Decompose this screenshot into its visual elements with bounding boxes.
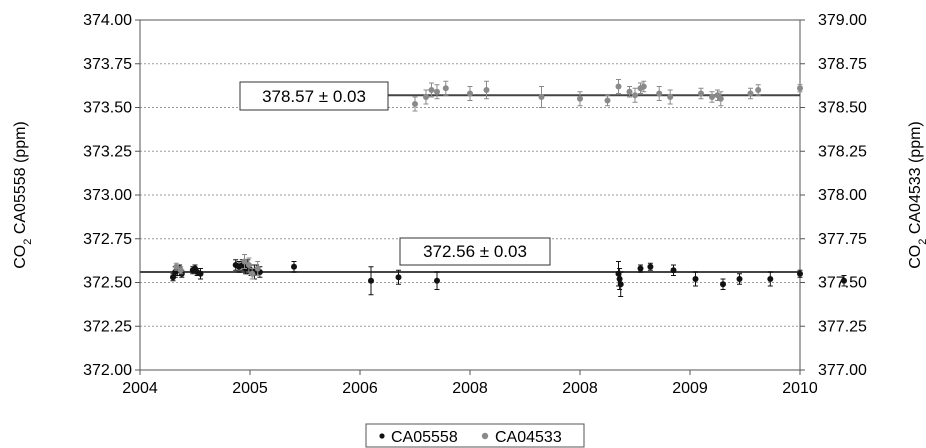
y-left-tick-label: 373.50 xyxy=(83,100,132,117)
data-point xyxy=(747,90,754,97)
data-point xyxy=(173,263,180,270)
data-point xyxy=(245,262,252,268)
data-point xyxy=(538,94,545,100)
data-point xyxy=(442,85,449,92)
x-tick-label: 2010 xyxy=(782,380,818,397)
legend-label-ca05558: CA05558 xyxy=(391,429,458,446)
legend-box xyxy=(365,423,585,448)
y-right-tick-label: 378.00 xyxy=(818,187,867,204)
data-point xyxy=(767,276,774,282)
x-tick-label: 2005 xyxy=(232,380,268,397)
y-axis-right-ticks: 377.00377.25377.50377.75378.00378.25378.… xyxy=(800,12,867,379)
y-axis-left-label: CO2 CA05558 (ppm) xyxy=(12,121,34,269)
data-point xyxy=(368,277,374,284)
y-right-tick-label: 378.75 xyxy=(818,56,867,73)
data-point xyxy=(626,88,633,95)
y-left-tick-label: 372.75 xyxy=(83,231,132,248)
data-point xyxy=(797,85,803,92)
x-tick-label: 2008 xyxy=(562,380,598,397)
data-point xyxy=(632,92,638,99)
data-point xyxy=(656,90,663,97)
data-point xyxy=(467,90,473,97)
data-point xyxy=(709,94,715,100)
data-point xyxy=(412,101,418,107)
data-point xyxy=(291,263,297,270)
x-tick-label: 2008 xyxy=(452,380,488,397)
data-point xyxy=(698,90,704,97)
data-point xyxy=(617,281,624,288)
y-right-tick-label: 378.50 xyxy=(818,100,867,117)
data-point xyxy=(692,276,699,282)
legend-marker-ca04533 xyxy=(481,432,489,440)
data-point xyxy=(717,95,724,102)
y-right-tick-label: 379.00 xyxy=(818,12,867,29)
x-tick-label: 2009 xyxy=(672,380,708,397)
annotation-lower-text: 372.56 ± 0.03 xyxy=(423,242,527,261)
legend-marker-ca05558 xyxy=(379,433,385,439)
data-point xyxy=(483,87,490,93)
y-left-tick-label: 373.00 xyxy=(83,187,132,204)
data-point xyxy=(670,267,677,274)
data-point xyxy=(197,270,204,277)
y-right-tick-label: 377.75 xyxy=(818,231,867,248)
data-point xyxy=(395,274,402,281)
y-right-tick-label: 377.00 xyxy=(818,362,867,379)
annotation-upper-box xyxy=(239,81,389,111)
y-left-tick-label: 374.00 xyxy=(83,12,132,29)
data-point xyxy=(667,94,674,100)
y-axis-right-label: CO2 CA04533 (ppm) xyxy=(907,121,926,269)
data-point xyxy=(640,83,647,90)
series-ca05558-points xyxy=(170,259,847,297)
data-point xyxy=(254,265,261,272)
data-point xyxy=(423,94,429,100)
data-point xyxy=(177,267,184,274)
data-point xyxy=(434,277,440,284)
data-point xyxy=(249,270,256,277)
data-point xyxy=(841,277,847,284)
y-left-tick-label: 373.75 xyxy=(83,56,132,73)
x-tick-label: 2006 xyxy=(342,380,378,397)
data-point xyxy=(428,87,435,93)
legend: CA05558 CA04533 xyxy=(365,423,585,448)
data-point xyxy=(616,276,623,282)
data-point xyxy=(755,87,762,93)
y-right-tick-label: 378.25 xyxy=(818,143,867,160)
data-point xyxy=(577,95,583,102)
annotation-lower-box xyxy=(399,237,551,266)
data-point xyxy=(434,88,440,95)
x-axis-ticks: 2004 2005 2006 2008 2008 2009 2010 xyxy=(122,370,818,397)
data-point xyxy=(637,265,644,272)
data-point xyxy=(736,276,743,282)
annotation-upper-text: 378.57 ± 0.03 xyxy=(262,87,366,106)
y-left-tick-label: 372.25 xyxy=(83,318,132,335)
data-point xyxy=(647,263,654,270)
data-point xyxy=(720,281,726,288)
series-ca04533-points xyxy=(173,79,803,280)
data-point xyxy=(241,258,248,265)
annotation-upper: 378.57 ± 0.03 xyxy=(239,81,389,111)
y-left-tick-label: 373.25 xyxy=(83,143,132,160)
data-point xyxy=(604,97,611,104)
y-axis-left-ticks: 372.00 372.25 372.50 372.75 373.00 373.25 373.… xyxy=(83,12,140,379)
data-point xyxy=(615,83,622,90)
x-tick-label: 2004 xyxy=(122,380,158,397)
y-left-tick-label: 372.00 xyxy=(83,362,132,379)
legend-label-ca04533: CA04533 xyxy=(495,429,562,446)
gridlines xyxy=(140,19,800,371)
data-point xyxy=(797,270,803,277)
y-right-tick-label: 377.25 xyxy=(818,318,867,335)
y-left-tick-label: 372.50 xyxy=(83,275,132,292)
annotation-lower: 372.56 ± 0.03 xyxy=(399,237,551,266)
